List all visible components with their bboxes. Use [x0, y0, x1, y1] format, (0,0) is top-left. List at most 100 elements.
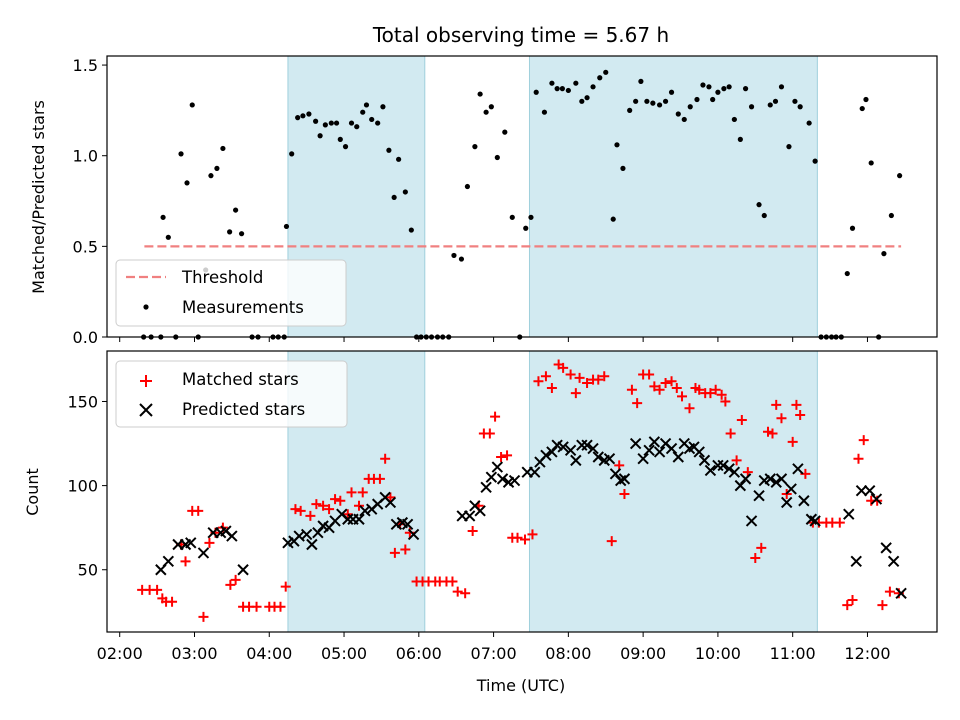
predicted-star-point	[185, 537, 197, 549]
measurement-point	[620, 165, 626, 171]
matched-star-point	[606, 536, 617, 547]
matched-star-point	[512, 532, 523, 543]
matched-star-point	[357, 487, 368, 498]
predicted-star-point	[618, 473, 631, 485]
measurement-point	[778, 84, 785, 90]
measurement-point	[761, 212, 767, 219]
matched-star-point	[225, 579, 236, 590]
matched-star-point	[389, 547, 400, 558]
predicted-star-point	[407, 528, 420, 541]
predicted-star-point	[693, 446, 705, 458]
measurement-point	[675, 111, 681, 117]
measurement-point	[756, 202, 762, 208]
measurement-point	[408, 227, 414, 233]
predicted-star-point	[850, 555, 862, 568]
matched-star-point	[884, 586, 895, 597]
top-legend-box	[115, 259, 347, 327]
bottom-y-axis: 50 100 150	[67, 392, 107, 580]
measurement-point	[306, 111, 312, 117]
measurement-point	[541, 109, 548, 115]
x-tick-label: 03:00	[171, 644, 217, 663]
measurement-point	[650, 100, 656, 106]
measurement-point	[700, 82, 706, 88]
matched-star-point	[582, 377, 593, 388]
x-axis-label: Time (UTC)	[476, 676, 565, 695]
bottom-legend: Matched stars Predicted stars	[115, 360, 348, 428]
matched-star-point	[776, 413, 787, 424]
measurement-point	[227, 229, 233, 235]
bottom-x-axis: 02:00 03:00 04:00 05:00 06:00 07:00 08:00 09:00…	[97, 632, 891, 663]
measurement-point	[396, 156, 402, 162]
measurement-point	[559, 86, 565, 92]
y-tick-label: 0.0	[73, 328, 98, 347]
matched-star-point	[756, 542, 767, 553]
matched-stars-points	[137, 359, 904, 622]
matched-star-point	[763, 426, 774, 437]
predicted-star-point	[306, 538, 318, 551]
chart-title: Total observing time = 5.67 h	[372, 23, 669, 47]
matched-star-point	[251, 601, 262, 612]
matched-star-point	[834, 517, 845, 528]
predicted-star-point	[637, 452, 649, 465]
measurement-point	[451, 252, 457, 259]
predicted-star-point	[665, 442, 678, 455]
measurement-point	[792, 98, 798, 104]
predicted-star-point	[648, 436, 661, 448]
matched-star-point	[527, 529, 538, 540]
legend-measurements-swatch	[143, 304, 149, 310]
predicted-star-point	[887, 555, 900, 568]
matched-star-point	[152, 584, 163, 595]
legend-predicted-label: Predicted stars	[182, 400, 305, 419]
measurement-point	[214, 165, 220, 171]
top-x-ticks	[119, 337, 868, 342]
measurement-point	[706, 84, 712, 90]
matched-star-point	[335, 495, 346, 506]
predicted-star-point	[792, 463, 804, 475]
measurement-point	[797, 104, 803, 110]
matched-star-point	[877, 600, 888, 611]
measurement-point	[317, 133, 323, 139]
measurement-point	[863, 96, 869, 103]
measurement-point	[668, 89, 675, 95]
matched-star-point	[565, 369, 576, 380]
measurement-point	[772, 98, 779, 104]
measurement-point	[289, 151, 295, 157]
matched-star-point	[787, 436, 798, 447]
matched-star-point	[230, 574, 241, 585]
matched-star-point	[496, 452, 507, 463]
top-plot-frame	[106, 55, 938, 338]
measurement-point	[494, 154, 500, 161]
top-legend: Threshold Measurements	[115, 259, 347, 327]
matched-star-point	[593, 374, 604, 385]
predicted-star-point	[643, 444, 655, 456]
measurement-point	[767, 102, 773, 108]
matched-star-point	[533, 376, 544, 387]
matched-star-point	[346, 487, 357, 498]
measurement-point	[184, 180, 190, 186]
measurement-point	[509, 214, 515, 220]
bottom-panel-shading	[287, 351, 818, 632]
predicted-star-point	[672, 451, 684, 463]
measurement-point	[721, 86, 727, 92]
measurement-point	[731, 116, 737, 123]
matched-star-point	[858, 435, 869, 446]
measurement-point	[333, 120, 340, 126]
measurement-point	[380, 104, 386, 110]
predicted-star-point	[809, 515, 821, 527]
measurement-point	[881, 251, 887, 257]
x-tick-label: 02:00	[97, 644, 143, 663]
predicted-star-point	[474, 505, 486, 517]
predicted-star-point	[764, 473, 776, 485]
matched-star-point	[649, 381, 660, 392]
matched-star-point	[694, 384, 705, 395]
matched-star-point	[490, 411, 501, 422]
measurement-point	[220, 145, 226, 152]
matched-star-point	[519, 534, 530, 545]
predicted-star-point	[491, 461, 504, 473]
predicted-star-point	[712, 459, 724, 472]
matched-star-point	[204, 537, 215, 548]
predicted-star-point	[880, 542, 892, 554]
x-tick-label: 09:00	[620, 644, 666, 663]
predicted-star-point	[753, 489, 765, 502]
predicted-star-point	[629, 437, 642, 450]
